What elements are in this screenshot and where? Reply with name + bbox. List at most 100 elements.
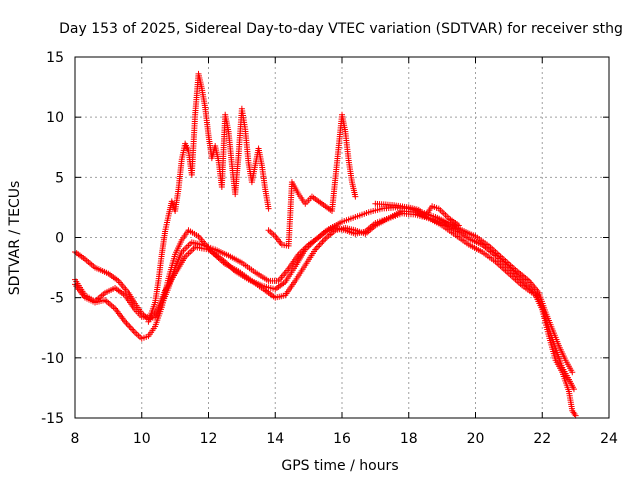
y-tick-label: 5	[55, 170, 64, 186]
data-trace	[133, 331, 144, 341]
data-trace	[116, 279, 130, 295]
x-tick-label: 18	[400, 431, 418, 447]
data-trace	[461, 228, 477, 239]
data-trace	[553, 347, 565, 369]
data-trace	[563, 359, 575, 374]
chart-title: Day 153 of 2025, Sidereal Day-to-day VTE…	[59, 21, 623, 37]
data-trace	[240, 261, 257, 275]
series-track-d	[145, 70, 272, 325]
data-trace	[521, 284, 537, 297]
data-marks	[72, 70, 579, 419]
series-track-c	[72, 208, 579, 419]
data-trace	[387, 209, 404, 221]
data-trace	[570, 409, 578, 417]
data-trace	[293, 264, 308, 282]
data-trace	[152, 279, 162, 304]
data-trace	[546, 335, 558, 362]
data-trace	[514, 268, 531, 283]
data-trace	[202, 106, 212, 137]
data-trace	[123, 294, 137, 311]
data-trace	[481, 250, 497, 264]
data-trace	[172, 250, 184, 269]
data-trace	[103, 298, 117, 311]
data-trace	[140, 333, 150, 341]
data-trace	[263, 288, 277, 300]
data-trace	[296, 193, 307, 205]
data-trace	[277, 267, 291, 283]
data-trace	[281, 242, 290, 249]
data-trace	[93, 265, 110, 276]
data-trace	[329, 113, 345, 212]
data-trace	[467, 236, 484, 247]
x-tick-label: 14	[266, 431, 284, 447]
x-tick-label: 22	[533, 431, 551, 447]
data-trace	[175, 158, 185, 191]
data-trace	[146, 301, 158, 323]
data-trace	[180, 240, 194, 254]
x-tick-label: 24	[600, 431, 618, 447]
data-trace	[123, 320, 137, 335]
data-trace	[159, 277, 171, 309]
data-trace	[354, 228, 367, 237]
data-trace	[173, 238, 184, 256]
data-trace	[290, 181, 301, 196]
data-trace	[113, 307, 127, 324]
data-trace	[159, 230, 168, 256]
data-trace	[431, 204, 440, 211]
data-trace	[162, 215, 171, 233]
data-trace	[417, 208, 427, 218]
data-trace	[225, 130, 235, 165]
data-trace	[147, 314, 156, 322]
data-trace	[346, 159, 355, 183]
data-trace	[183, 245, 197, 259]
data-trace	[224, 262, 240, 274]
data-trace	[367, 206, 383, 215]
data-trace	[254, 270, 270, 283]
data-trace	[172, 188, 182, 212]
y-tick-label: 10	[46, 110, 64, 126]
data-trace	[303, 195, 314, 206]
data-trace	[323, 204, 334, 213]
data-trace	[104, 286, 117, 295]
data-trace	[546, 328, 558, 350]
data-trace	[434, 214, 450, 226]
data-trace	[180, 229, 191, 241]
data-trace	[232, 154, 242, 196]
y-tick-label: -10	[41, 351, 64, 367]
data-trace	[494, 260, 511, 276]
data-trace	[188, 113, 199, 176]
data-trace	[313, 229, 327, 242]
data-trace	[500, 256, 517, 272]
y-tick-label: 0	[55, 231, 64, 247]
data-trace	[507, 266, 524, 283]
data-trace	[494, 254, 511, 270]
data-trace	[342, 130, 352, 162]
data-trace	[474, 234, 490, 248]
data-trace	[113, 286, 127, 298]
data-point	[569, 369, 576, 376]
data-trace	[527, 279, 541, 295]
y-tick-label: -5	[50, 291, 64, 307]
data-trace	[447, 216, 461, 228]
data-trace	[293, 248, 308, 268]
data-trace	[133, 302, 144, 315]
data-trace	[349, 181, 358, 198]
data-trace	[391, 202, 410, 211]
data-point	[455, 222, 462, 229]
data-trace	[242, 128, 252, 164]
data-trace	[374, 216, 390, 228]
data-trace	[566, 378, 576, 391]
data-trace	[107, 271, 120, 283]
data-trace	[73, 250, 87, 261]
data-trace	[286, 253, 301, 270]
data-trace	[317, 199, 327, 209]
data-trace	[146, 325, 157, 338]
data-trace	[507, 272, 524, 288]
data-trace	[250, 279, 267, 293]
data-trace	[327, 219, 344, 232]
grid	[75, 57, 609, 418]
x-tick-label: 12	[200, 431, 218, 447]
data-trace	[539, 308, 552, 337]
y-tick-label: -15	[41, 411, 64, 427]
